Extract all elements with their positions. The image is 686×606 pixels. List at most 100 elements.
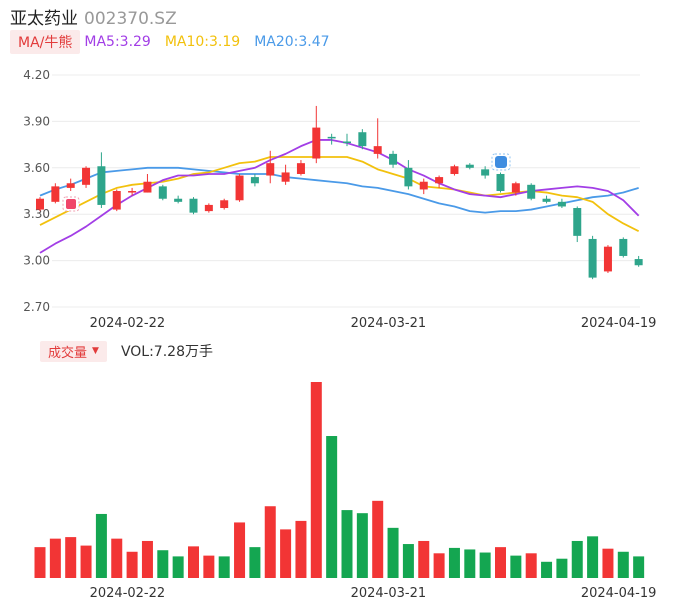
volume-bar [372, 500, 384, 578]
candle [158, 184, 167, 201]
ma5-legend: MA5:3.29 [84, 34, 151, 50]
candle [174, 195, 183, 204]
volume-bar [571, 540, 583, 578]
volume-bar [95, 513, 107, 578]
candle [189, 197, 198, 215]
candle-body [573, 208, 582, 236]
ma5-line [39, 139, 640, 254]
candle [419, 178, 428, 195]
ma-indicator-selector[interactable]: MA/牛熊 [10, 30, 81, 54]
candle-body [465, 164, 474, 168]
volume-bar [172, 556, 184, 578]
candle-body [51, 186, 60, 202]
volume-bar [495, 547, 506, 578]
candle [527, 183, 536, 201]
volume-bar [188, 546, 199, 578]
volume-bar [80, 545, 92, 578]
candle-body [112, 191, 121, 210]
volume-bar [326, 436, 338, 578]
price-x-tick: 2024-03-21 [351, 316, 427, 331]
candle [511, 181, 520, 196]
candle-body [542, 198, 551, 202]
candle [266, 150, 275, 184]
candle [82, 166, 91, 188]
candle [450, 164, 459, 176]
volume-bar [234, 522, 246, 578]
candle [66, 178, 75, 191]
event-markers [62, 153, 511, 212]
volume-bar [65, 537, 77, 578]
candle-body [143, 181, 152, 193]
candle [542, 195, 551, 204]
volume-x-axis: 2024-02-22 2024-03-21 2024-04-19 [90, 586, 657, 601]
stock-name: 亚太药业 [10, 9, 78, 29]
volume-bar [479, 552, 491, 578]
ma10-line [39, 156, 640, 233]
volume-bar [418, 540, 430, 578]
candle [573, 206, 582, 243]
candle-body [511, 183, 520, 193]
volume-x-tick: 2024-02-22 [90, 586, 166, 601]
price-y-tick: 3.60 [23, 161, 50, 175]
candle [373, 118, 382, 159]
candle [634, 255, 643, 267]
candle [557, 198, 566, 209]
candle-body [435, 177, 444, 184]
candle-body [281, 172, 290, 182]
volume-indicator-selector[interactable]: 成交量 ▼ [40, 340, 107, 362]
candle-body [312, 127, 321, 159]
candle [112, 189, 121, 212]
volume-bar [157, 550, 169, 578]
candle-body [373, 146, 382, 154]
candle [327, 133, 336, 145]
volume-bar [49, 538, 61, 578]
volume-bar [556, 558, 568, 578]
candle-body [36, 198, 44, 210]
candle-body [296, 163, 305, 174]
candle-body [128, 191, 137, 193]
volume-bar [448, 547, 460, 578]
moving-average-lines [39, 139, 640, 254]
candle-body [389, 153, 398, 165]
candle [404, 160, 413, 190]
candle [97, 152, 106, 209]
candle [465, 163, 474, 170]
volume-bar [464, 549, 476, 578]
candle-body [266, 163, 275, 176]
volume-legend: 成交量 ▼ VOL:7.28万手 [40, 340, 213, 362]
candle [496, 172, 505, 193]
candle-body [235, 175, 244, 201]
candle-body [97, 166, 106, 205]
candlesticks [36, 105, 643, 280]
volume-bar [280, 529, 292, 578]
candle [619, 237, 628, 258]
candle-body [603, 246, 612, 272]
volume-bar [203, 555, 215, 578]
ma20-legend: MA20:3.47 [254, 34, 330, 50]
volume-bar [126, 551, 138, 578]
candle [603, 245, 612, 273]
volume-bar [402, 544, 414, 578]
volume-bar [510, 555, 522, 578]
info-icon-body [495, 156, 507, 168]
candle [128, 187, 137, 196]
candle-body [588, 238, 597, 278]
volume-bar [387, 527, 399, 578]
price-x-tick: 2024-02-22 [90, 316, 166, 331]
candle [235, 173, 244, 202]
candle [481, 166, 490, 179]
volume-bar [617, 551, 629, 578]
candle [204, 203, 213, 213]
candle [220, 198, 229, 210]
volume-bar [341, 510, 353, 578]
gift-icon [62, 196, 80, 212]
volume-x-tick: 2024-03-21 [351, 586, 427, 601]
candle-body [343, 141, 351, 144]
candle [250, 173, 259, 187]
volume-tag-label: 成交量 [48, 345, 88, 361]
ma-legend: MA/牛熊 MA5:3.29 MA10:3.19 MA20:3.47 [10, 29, 330, 55]
price-y-axis: 4.20 3.90 3.60 3.30 3.00 2.70 [23, 68, 50, 314]
volume-bar [34, 547, 46, 578]
volume-bar [141, 540, 153, 578]
